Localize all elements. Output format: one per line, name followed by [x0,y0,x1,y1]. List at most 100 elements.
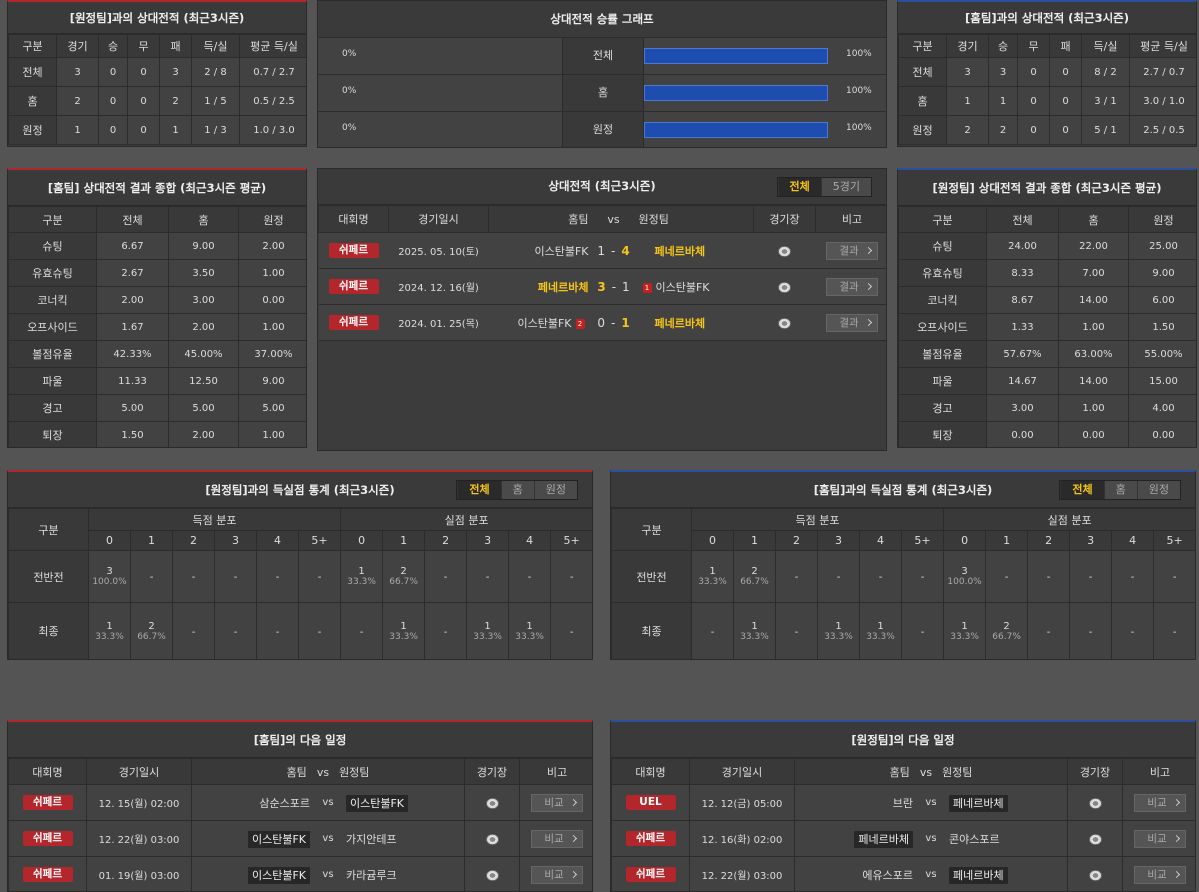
column-header: 1 [382,530,426,551]
column-header: 전체 [96,206,169,233]
column-header: 홈팀 [889,765,910,779]
table-cell: 유효슈팅 [8,259,97,287]
table-row: 슈팅 6.67 9.00 2.00 [8,232,306,260]
stadium-icon[interactable] [1088,797,1102,809]
away-cell: 페네르바체 [638,304,754,341]
column-header: 승 [988,34,1018,58]
panel-title: [원정팀]의 다음 일정 [611,722,1195,758]
compare-button[interactable]: 비교 [531,865,583,884]
column-header: 2 [424,530,468,551]
table-row: 볼점유율 42.33% 45.00% 37.00% [8,340,306,368]
stadium-icon[interactable] [485,833,499,845]
column-header: vs [919,765,933,779]
button-cell: 비교 [519,856,592,891]
league-cell: 쉬페르 [611,820,690,857]
home-wrap: 삼순스포르 [193,795,310,811]
vs: vs [925,833,937,844]
home-team: 이스탄불FK [247,866,310,884]
match-row: 쉬페르 2024. 12. 16(월) 페네르바체 3-1 1 이스탄불FK 결과 [318,268,886,305]
vs: vs [322,797,334,808]
away-wrap: 가지안테프 [346,831,464,847]
group-header: 득점 분포 [87,508,342,531]
result-button[interactable]: 결과 [826,313,878,332]
league-cell: 쉬페르 [318,232,389,269]
right-bar [644,85,828,101]
table-cell: 2 [56,86,99,116]
home-wrap: 이스탄불FK [193,866,310,884]
league-cell: 쉬페르 [8,784,87,821]
table-row: 유효슈팅 2.67 3.50 1.00 [8,259,306,287]
percent: 33.3% [824,631,853,642]
count: 1 [961,620,968,632]
table-cell: 2.00 [168,421,239,447]
table-cell: 5.00 [96,394,169,422]
stadium-icon[interactable] [485,869,499,881]
button-cell: 비교 [1122,820,1195,857]
compare-button[interactable]: 비교 [531,793,583,812]
goal-cell: - [130,550,173,603]
count: 2 [751,566,758,577]
goal-cell: - [1069,550,1113,603]
stadium-icon[interactable] [778,317,791,329]
column-header: 대회명 [611,758,690,785]
tab[interactable]: 전체 [777,178,821,196]
result-button[interactable]: 결과 [826,277,878,296]
right-rate: 100% [846,86,872,96]
table-cell: 0 [1049,86,1082,116]
stadium-icon[interactable] [778,245,791,257]
table-cell: 2 [159,86,192,116]
goal-cell: 1 33.3% [691,550,734,603]
teams-cell: 페네르바체 vs 콘야스포르 [794,820,1068,857]
tab[interactable]: 전체 [457,481,501,499]
column-header: 원정 [238,206,306,233]
goal-cell: - [1069,602,1113,659]
goal-cell: - [859,550,902,603]
tab[interactable]: 전체 [1060,481,1104,499]
result-button[interactable]: 결과 [826,241,878,260]
goal-cell: - [172,550,215,603]
goal-cell: 2 66.7% [985,602,1029,659]
column-header: 1 [985,530,1029,551]
tab[interactable]: 홈 [500,481,534,499]
count: 1 [877,620,884,632]
percent: 66.7% [137,631,166,642]
schedule-table: 대회명 경기일시 홈팀 vs 원정팀 경기장 비고 UEL 12. 12(금) 05:00 브란 v… [611,758,1195,891]
center-cell: 원정 [562,112,644,147]
compare-button[interactable]: 비교 [531,829,583,848]
button-cell: 결과 [815,232,886,269]
column-header: 대회명 [8,758,87,785]
table-row: 경고 3.00 1.00 4.00 [898,394,1196,422]
stadium-icon[interactable] [778,281,791,293]
teams-header: 홈팀 vs 원정팀 [191,758,465,785]
panel-title: [원정팀]과의 득실점 통계 (최근3시즌) 전체 홈 원정 [8,472,592,508]
goal-cell: - [1153,602,1195,659]
panel-title: 상대전적 승률 그래프 [318,1,886,37]
table-cell: 0 [127,86,160,116]
tab[interactable]: 원정 [533,481,577,499]
goal-cell: - [900,602,945,659]
stadium-cell [1067,784,1123,821]
stadium-icon[interactable] [1088,869,1102,881]
stadium-cell [753,232,816,269]
column-header: 경기장 [753,205,816,233]
count: - [920,572,925,583]
compare-button[interactable]: 비교 [1134,865,1186,884]
stadium-icon[interactable] [485,797,499,809]
score-cell: 3-1 [588,268,639,305]
table-cell: 3.0 / 1.0 [1129,86,1196,116]
stadium-icon[interactable] [1088,833,1102,845]
tab[interactable]: 원정 [1136,481,1180,499]
percent: 66.7% [389,577,418,587]
compare-button[interactable]: 비교 [1134,793,1186,812]
panel-title: [원정팀]과의 상대전적 (최근3시즌) [8,2,306,34]
table-cell: 9.00 [1128,259,1196,287]
tab[interactable]: 홈 [1103,481,1137,499]
compare-button[interactable]: 비교 [1134,829,1186,848]
table-cell: 8.67 [986,286,1059,314]
tab[interactable]: 5경기 [820,178,871,196]
goal-cell: - [214,602,257,659]
goal-cell: - [172,602,215,659]
column-header: vs [588,205,639,233]
table-cell: 5.00 [168,394,239,422]
